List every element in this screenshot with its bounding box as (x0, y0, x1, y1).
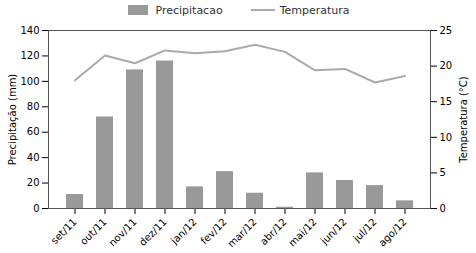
svg-text:0: 0 (33, 203, 39, 214)
svg-text:15: 15 (440, 96, 453, 107)
svg-text:Temperatura (°C): Temperatura (°C) (458, 76, 469, 164)
svg-text:140: 140 (20, 25, 39, 36)
svg-text:0: 0 (440, 203, 446, 214)
svg-text:ago/12: ago/12 (376, 216, 408, 248)
svg-text:dez/11: dez/11 (137, 216, 169, 248)
svg-text:jun/12: jun/12 (318, 216, 349, 247)
svg-text:25: 25 (440, 25, 453, 36)
svg-text:out/11: out/11 (78, 216, 109, 247)
svg-text:10: 10 (440, 132, 453, 143)
svg-text:20: 20 (440, 60, 453, 71)
svg-text:mai/12: mai/12 (286, 216, 318, 248)
svg-text:Precipitação (mm): Precipitação (mm) (7, 74, 18, 166)
svg-text:nov/11: nov/11 (107, 216, 139, 248)
svg-text:120: 120 (20, 50, 39, 61)
svg-text:mar/12: mar/12 (225, 216, 258, 249)
html-text:Temperatura: Temperatura (279, 3, 350, 17)
html-text:Precipitacao: Precipitacao (155, 3, 223, 17)
svg-text:100: 100 (20, 76, 39, 87)
svg-text:20: 20 (27, 177, 40, 188)
svg-text:jul/12: jul/12 (350, 216, 378, 244)
svg-text:40: 40 (27, 152, 40, 163)
svg-text:60: 60 (27, 126, 40, 137)
svg-text:abr/12: abr/12 (258, 216, 289, 247)
svg-text:jan/12: jan/12 (168, 216, 199, 247)
svg-text:5: 5 (440, 167, 446, 178)
svg-text:fev/12: fev/12 (198, 216, 229, 247)
svg-text:80: 80 (27, 101, 40, 112)
svg-text:set/11: set/11 (49, 216, 79, 246)
